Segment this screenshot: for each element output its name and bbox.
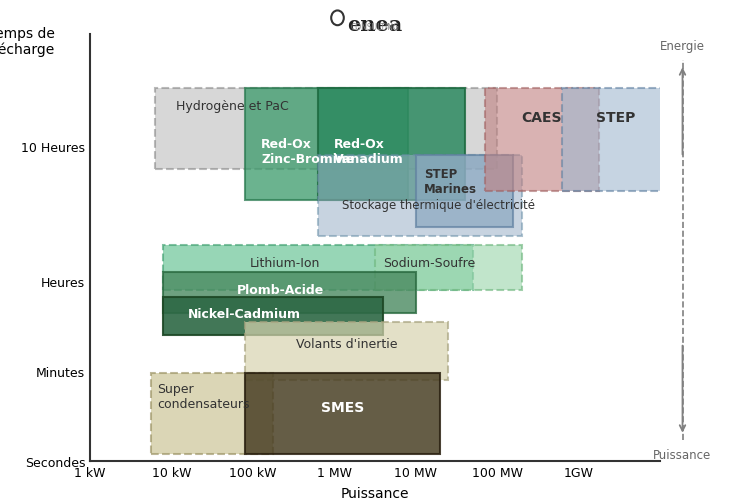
FancyBboxPatch shape <box>244 322 448 380</box>
FancyBboxPatch shape <box>164 273 416 313</box>
FancyBboxPatch shape <box>244 374 440 454</box>
FancyBboxPatch shape <box>416 156 514 228</box>
FancyBboxPatch shape <box>562 89 668 192</box>
Text: Stockage thermique d'électricité: Stockage thermique d'électricité <box>343 199 536 211</box>
Text: SMES: SMES <box>321 400 364 414</box>
Text: CAES: CAES <box>522 111 562 125</box>
Text: Super
condensateurs: Super condensateurs <box>157 382 249 410</box>
FancyBboxPatch shape <box>318 156 521 237</box>
Text: Nickel-Cadmium: Nickel-Cadmium <box>188 308 301 321</box>
Text: Energie: Energie <box>660 40 705 53</box>
Text: Sodium-Soufre: Sodium-Soufre <box>383 257 476 270</box>
FancyBboxPatch shape <box>318 89 464 201</box>
Text: enea: enea <box>347 15 403 35</box>
X-axis label: Puissance: Puissance <box>340 485 410 499</box>
Text: Volants d'inertie: Volants d'inertie <box>296 338 398 351</box>
Text: CONSULTING: CONSULTING <box>350 23 400 32</box>
Text: Hydrogène et PaC: Hydrogène et PaC <box>176 100 288 113</box>
FancyBboxPatch shape <box>375 246 521 291</box>
FancyBboxPatch shape <box>155 89 497 169</box>
Text: Plomb-Acide: Plomb-Acide <box>236 283 324 296</box>
Text: Red-Ox
Zinc-Bromine: Red-Ox Zinc-Bromine <box>261 138 354 166</box>
Text: STEP: STEP <box>596 111 635 125</box>
FancyBboxPatch shape <box>485 89 599 192</box>
FancyBboxPatch shape <box>164 246 472 291</box>
Text: Puissance: Puissance <box>653 448 712 461</box>
Text: Lithium-Ion: Lithium-Ion <box>251 257 320 270</box>
FancyBboxPatch shape <box>151 374 273 454</box>
FancyBboxPatch shape <box>164 297 383 335</box>
Y-axis label: Temps de
décharge: Temps de décharge <box>0 27 55 57</box>
Text: STEP
Marines: STEP Marines <box>424 167 477 195</box>
FancyBboxPatch shape <box>244 89 407 201</box>
Text: Red-Ox
Vanadium: Red-Ox Vanadium <box>334 138 404 166</box>
